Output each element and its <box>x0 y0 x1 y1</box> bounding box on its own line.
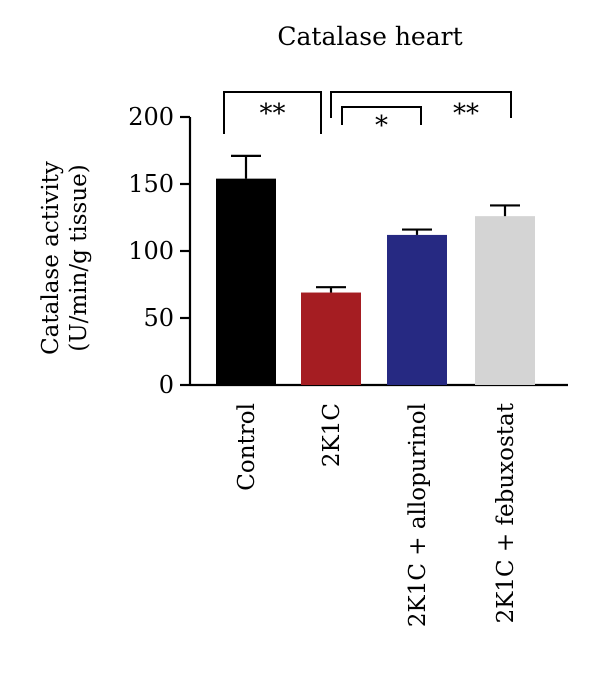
y-tick-label-50: 50 <box>143 304 174 332</box>
x-tick-label-1: Control <box>234 403 260 491</box>
error-bars <box>231 154 520 293</box>
sig-label-2: * <box>375 111 388 141</box>
chart-title: Catalase heart <box>277 22 462 51</box>
x-tick-label-4: 2K1C + febuxostat <box>493 402 519 623</box>
x-tick-label-2: 2K1C <box>319 403 345 467</box>
y-axis-title: Catalase activity (U/min/g tissue) <box>38 161 92 355</box>
sig-label-3: ** <box>453 99 479 129</box>
bar-2 <box>301 292 361 385</box>
significance-brackets: ** * ** <box>223 91 512 141</box>
x-tick-label-3: 2K1C + allopurinol <box>405 403 431 627</box>
y-axis-title-line-2: (U/min/g tissue) <box>66 164 92 351</box>
bar-3 <box>387 234 447 385</box>
y-tick-label-200: 200 <box>128 103 174 131</box>
sig-bracket-1 <box>223 91 322 134</box>
y-ticks: 0 50 100 150 200 <box>128 103 190 399</box>
sig-label-1: ** <box>260 99 286 129</box>
bar-4 <box>475 216 535 385</box>
y-tick-label-0: 0 <box>159 371 174 399</box>
sig-bracket-3 <box>330 91 512 118</box>
y-tick-label-150: 150 <box>128 170 174 198</box>
y-axis-title-line-1: Catalase activity <box>38 161 64 355</box>
y-tick-label-100: 100 <box>128 237 174 265</box>
sig-bracket-2 <box>341 106 422 125</box>
bars <box>216 178 535 385</box>
x-tick-labels: Control 2K1C 2K1C + allopurinol 2K1C + febu… <box>234 402 519 627</box>
bar-1 <box>216 178 276 385</box>
